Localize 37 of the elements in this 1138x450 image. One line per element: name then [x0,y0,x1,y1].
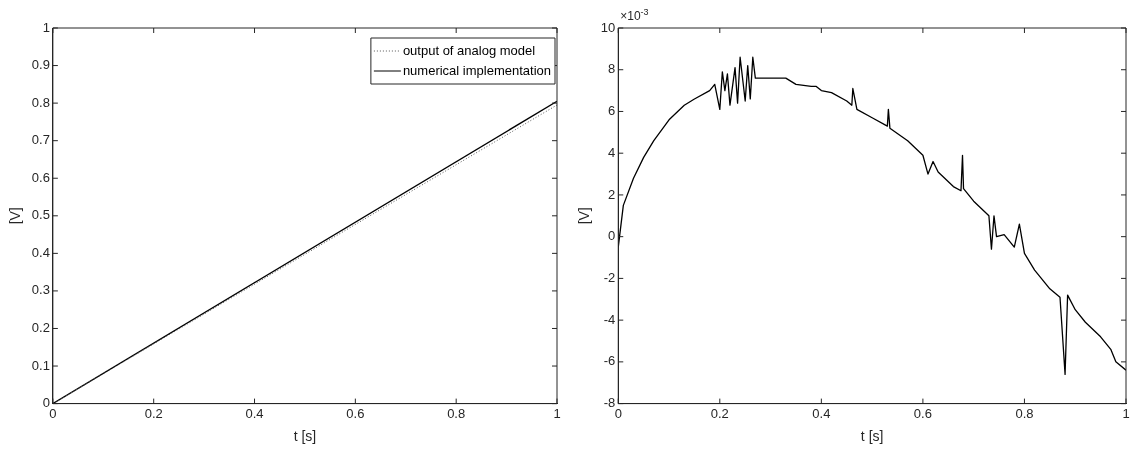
y-tick-label: -4 [603,311,616,327]
y-tick-label: 8 [608,61,616,77]
y-axis-title: [V] [7,207,24,225]
x-tick-label: 0.4 [812,405,831,421]
y-tick-label: 0 [608,228,616,244]
legend-label: numerical implementation [402,62,551,78]
x-axis-title: t [s] [293,428,317,445]
x-tick-label: 0.4 [245,405,264,421]
y-tick-label: 0.9 [31,57,50,73]
x-axis-title: t [s] [860,428,884,445]
y-tick-label: 0.5 [31,207,50,223]
y-tick-label: -8 [603,395,616,411]
y-tick-label: 0.3 [31,282,50,298]
x-tick-label: 0.2 [144,405,163,421]
y-tick-label: 6 [608,103,616,119]
y-tick-label: 1 [42,19,50,35]
x-tick-label: 0.2 [710,405,729,421]
x-tick-label: 0.8 [447,405,466,421]
y-tick-label: -2 [603,269,616,285]
x-tick-label: 0.8 [1015,405,1034,421]
y-tick-label: -6 [603,353,616,369]
y-tick-label: 0.8 [31,94,50,110]
y-tick-label: 0.1 [31,357,50,373]
x-tick-label: 1 [553,405,561,421]
y-tick-label: 0.7 [31,132,50,148]
y-tick-label: 0.4 [31,244,50,260]
x-tick-label: 0.6 [346,405,365,421]
y-tick-label: 0 [42,395,50,411]
x-tick-label: 1 [1122,405,1130,421]
y-tick-label: 0.2 [31,320,50,336]
y-tick-label: 10 [600,19,616,35]
y-tick-label: 4 [608,144,616,160]
y-axis-title: [V] [576,207,593,225]
y-tick-label: 2 [608,186,616,202]
y-tick-label: 0.6 [31,169,50,185]
legend-label: output of analog model [402,42,536,58]
x-tick-label: 0.6 [913,405,932,421]
